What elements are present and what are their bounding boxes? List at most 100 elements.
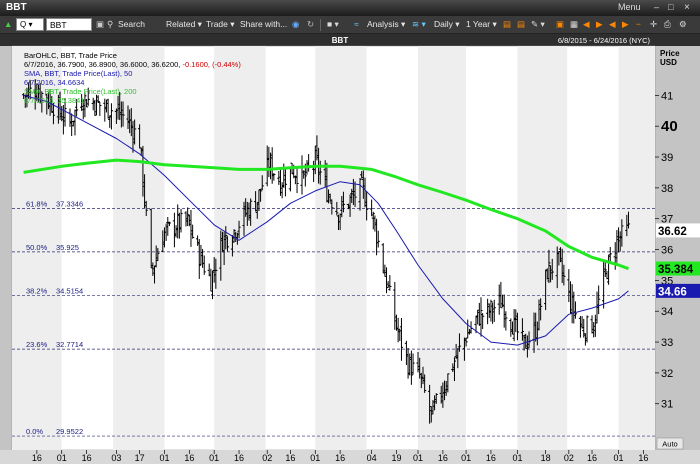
- ohlc-bar: [371, 211, 375, 230]
- share-menu[interactable]: Share with...: [240, 19, 287, 29]
- clipboard-icon[interactable]: ▣: [96, 19, 105, 29]
- ohlc-bar: [156, 247, 160, 262]
- last-price-tag: [656, 283, 700, 298]
- maximize-button[interactable]: □: [668, 2, 674, 12]
- scroll-right-icon[interactable]: ▶: [622, 19, 629, 29]
- trade-menu[interactable]: Trade ▾: [206, 19, 235, 29]
- search-icon[interactable]: ⚲: [107, 19, 114, 29]
- scroll-left-icon[interactable]: ◀: [609, 19, 616, 29]
- sma-lines: [23, 94, 630, 346]
- ohlc-bar: [489, 299, 493, 322]
- ohlc-bar: [608, 246, 612, 262]
- step-back-icon[interactable]: ◀: [583, 19, 590, 29]
- last-price-label: 35.384: [658, 264, 694, 276]
- line-chart-icon[interactable]: ▤: [517, 19, 526, 29]
- chart-symbol: BBT: [332, 36, 349, 45]
- ohlc-bar: [499, 281, 503, 309]
- analysis-icon[interactable]: ≈: [354, 19, 359, 29]
- twitter-icon[interactable]: ◉: [292, 19, 300, 29]
- ohlc-bar: [330, 199, 334, 215]
- up-arrow-icon[interactable]: ▲: [4, 19, 13, 29]
- ohlc-bar: [504, 311, 508, 331]
- ohlc-bar: [464, 337, 468, 347]
- range-dropdown[interactable]: 1 Year ▾: [466, 19, 497, 29]
- ohlc-bar: [51, 102, 56, 125]
- price-chart[interactable]: BBT 6/8/2015 - 6/24/2016 (NYC) 61.8% 37.3…: [0, 34, 700, 464]
- x-tick-label: 18: [541, 453, 551, 463]
- legend-line: 6/7/2016, 34.6634: [24, 78, 84, 87]
- ohlc-bar: [539, 298, 543, 321]
- refresh-icon[interactable]: ↻: [307, 19, 315, 29]
- crosshair-icon[interactable]: ✛: [650, 19, 658, 29]
- x-tick-label: 01: [310, 453, 320, 463]
- ohlc-bar: [249, 198, 253, 226]
- related-menu[interactable]: Related ▾: [166, 19, 202, 29]
- fib-retracement: 61.8% 37.3346 50.0% 35.925 38.2% 34.5154 23.6%…: [12, 199, 655, 437]
- folder-icon[interactable]: ■ ▾: [327, 19, 339, 29]
- x-tick-label: 16: [587, 453, 597, 463]
- x-tick-label: 16: [234, 453, 244, 463]
- chart-type-icon[interactable]: ▤: [503, 19, 512, 29]
- month-band: [113, 46, 165, 450]
- search-button[interactable]: Search: [118, 19, 145, 29]
- ohlc-bars: [22, 79, 631, 424]
- interval-value: Daily: [434, 19, 453, 29]
- x-tick-label: 16: [486, 453, 496, 463]
- month-band: [214, 46, 266, 450]
- x-tick-label: 16: [335, 453, 345, 463]
- ohlc-bar: [358, 177, 362, 211]
- x-tick-label: 04: [367, 453, 377, 463]
- studies-icon[interactable]: ≋ ▾: [412, 19, 426, 29]
- share-label: Share with...: [240, 19, 288, 29]
- fib-0-0-value: 29.9522: [56, 427, 83, 436]
- last-price-tag: [656, 261, 700, 276]
- currency-label: USD: [660, 58, 677, 67]
- x-tick-label: 16: [638, 453, 648, 463]
- x-tick-label: 16: [82, 453, 92, 463]
- compare-icon[interactable]: ▣: [556, 19, 565, 29]
- month-band: [517, 46, 568, 450]
- interval-dropdown[interactable]: Daily ▾: [434, 19, 460, 29]
- ohlc-bar: [573, 301, 578, 319]
- expand-icon[interactable]: ▦: [570, 19, 579, 29]
- close-button[interactable]: ×: [684, 2, 690, 13]
- ohlc-bar: [481, 313, 485, 330]
- minimize-button[interactable]: –: [654, 2, 660, 12]
- print-icon[interactable]: ⎙: [664, 19, 671, 29]
- x-tick-label: 01: [614, 453, 624, 463]
- ohlc-bar: [167, 221, 172, 227]
- ohlc-bar: [75, 99, 79, 117]
- sma-50-line: [23, 94, 629, 346]
- ohlc-bar: [98, 101, 102, 117]
- ohlc-bar: [341, 191, 346, 213]
- symbol-input[interactable]: BBT: [46, 18, 92, 31]
- ohlc-bar: [409, 350, 413, 385]
- chart-date-range: 6/8/2015 - 6/24/2016 (NYC): [558, 36, 651, 45]
- draw-tools-icon[interactable]: ✎ ▾: [531, 19, 545, 29]
- ohlc-bar: [335, 201, 339, 216]
- x-tick-label: 16: [285, 453, 295, 463]
- x-tick-label: 01: [413, 453, 423, 463]
- ohlc-bar: [224, 226, 228, 250]
- analysis-menu[interactable]: Analysis ▾: [367, 19, 406, 29]
- ohlc-bar: [63, 98, 67, 127]
- ohlc-bar: [83, 92, 87, 118]
- step-forward-icon[interactable]: ▶: [596, 19, 603, 29]
- fib-50-0-percent: 50.0%: [26, 243, 48, 252]
- fib-61-8-percent: 61.8%: [26, 199, 48, 208]
- month-band: [418, 46, 467, 450]
- month-band: [315, 46, 367, 450]
- fib-38-2-percent: 38.2%: [26, 286, 48, 295]
- zoom-out-icon[interactable]: −: [636, 19, 641, 29]
- last-price-label: 36.62: [658, 226, 687, 238]
- menu-button[interactable]: Menu: [618, 2, 641, 12]
- auto-scale-button[interactable]: [656, 437, 684, 450]
- fib-38-2-value: 34.5154: [56, 286, 83, 295]
- settings-icon[interactable]: ⚙: [679, 19, 687, 29]
- y-tick-label: 31: [661, 399, 673, 411]
- fib-50-0-value: 35.925: [56, 243, 79, 252]
- quote-type-dropdown[interactable]: Q ▾: [16, 18, 44, 31]
- ohlc-bar: [197, 239, 201, 279]
